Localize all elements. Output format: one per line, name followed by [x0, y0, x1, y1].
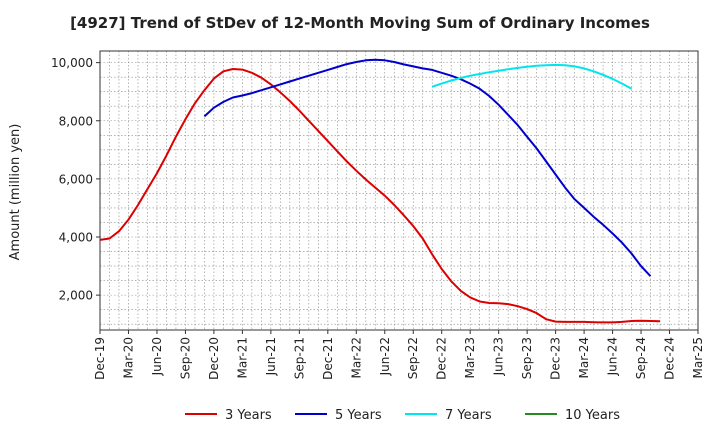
axes — [99, 50, 699, 331]
y-tick-label: 10,000 — [51, 56, 93, 70]
series-line-7-years — [431, 63, 633, 90]
x-axis-ticks: Dec-19 Mar-20 Jun-20 Sep-20 Dec-20 Mar-21 Jun-… — [93, 330, 705, 380]
x-tick-label: Mar-23 — [463, 337, 477, 378]
legend-label: 10 Years — [565, 408, 620, 423]
plot-background — [100, 51, 698, 330]
series-lines — [99, 58, 661, 324]
x-tick-label: Sep-22 — [406, 337, 420, 379]
x-tick-label: Dec-23 — [549, 337, 563, 380]
x-tick-label: Sep-23 — [520, 337, 534, 379]
plot-frame — [99, 50, 699, 331]
y-axis-label: Amount (million yen) — [8, 124, 23, 261]
legend: 3 Years 5 Years 7 Years 10 Years — [185, 408, 620, 423]
x-tick-label: Mar-20 — [121, 337, 135, 378]
x-tick-label: Jun-23 — [492, 337, 506, 376]
plot-area — [100, 51, 698, 330]
x-tick-label: Dec-21 — [321, 337, 335, 380]
legend-label: 7 Years — [445, 408, 492, 423]
y-tick-label: 6,000 — [59, 172, 93, 186]
x-tick-label: Dec-19 — [93, 337, 107, 380]
chart-title: [4927] Trend of StDev of 12-Month Moving… — [70, 14, 650, 32]
x-tick-label: Jun-24 — [606, 337, 620, 376]
x-tick-label: Dec-20 — [207, 337, 221, 380]
x-tick-label: Mar-24 — [577, 337, 591, 378]
y-axis-ticks: 2,000 4,000 6,000 8,000 10,000 — [51, 56, 100, 303]
series-line-5-years — [203, 58, 652, 277]
x-tick-label: Dec-24 — [663, 337, 677, 380]
x-tick-label: Mar-25 — [691, 337, 705, 378]
x-tick-label: Sep-24 — [634, 337, 648, 379]
x-tick-label: Sep-21 — [292, 337, 306, 379]
y-tick-label: 8,000 — [59, 114, 93, 128]
x-tick-label: Mar-21 — [235, 337, 249, 378]
x-tick-label: Jun-21 — [264, 337, 278, 376]
x-tick-label: Jun-22 — [378, 337, 392, 376]
series-line-3-years — [99, 68, 661, 324]
legend-label: 5 Years — [335, 408, 382, 423]
x-tick-label: Dec-22 — [435, 337, 449, 380]
x-tick-label: Jun-20 — [150, 337, 164, 376]
legend-label: 3 Years — [225, 408, 272, 423]
x-tick-label: Sep-20 — [178, 337, 192, 379]
y-tick-label: 2,000 — [59, 289, 93, 303]
x-tick-label: Mar-22 — [349, 337, 363, 378]
y-tick-label: 4,000 — [59, 231, 93, 245]
